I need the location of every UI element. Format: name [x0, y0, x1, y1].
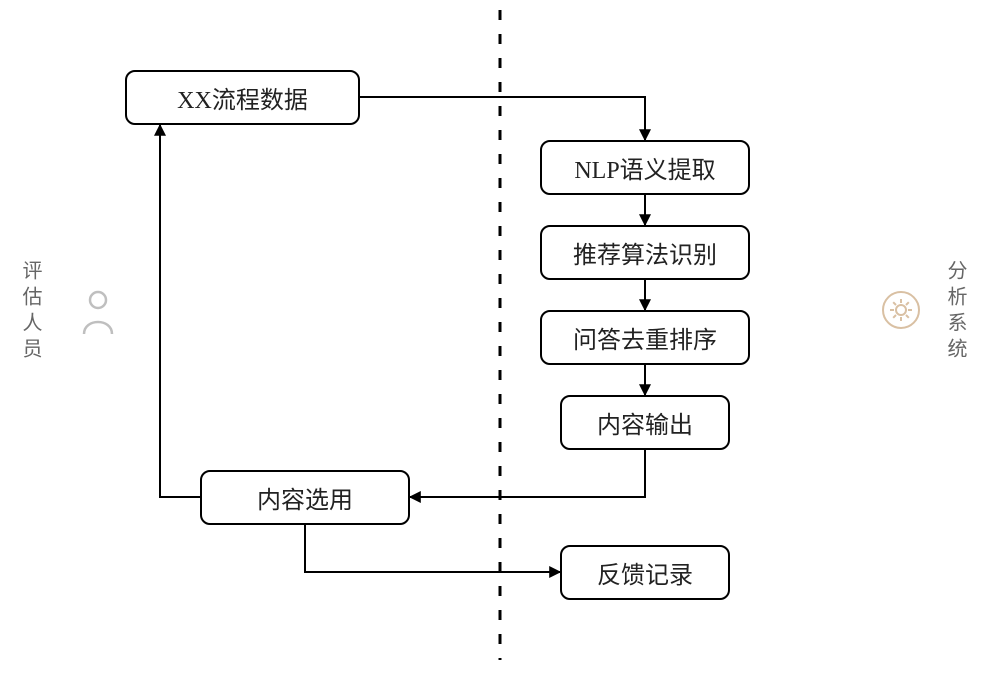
node-rec: 推荐算法识别	[540, 225, 750, 280]
node-label: XX流程数据	[177, 80, 308, 115]
left-swimlane-label: 评估人员	[20, 260, 40, 364]
node-label: NLP语义提取	[574, 150, 715, 185]
node-label: 推荐算法识别	[573, 235, 717, 270]
right-swimlane-label: 分析系统	[945, 260, 965, 364]
node-select: 内容选用	[200, 470, 410, 525]
diagram-canvas: { "type": "flowchart", "background_color…	[0, 0, 1000, 681]
node-start: XX流程数据	[125, 70, 360, 125]
gear-icon	[880, 289, 922, 336]
node-label: 内容输出	[597, 405, 693, 440]
node-output: 内容输出	[560, 395, 730, 450]
person-icon	[78, 288, 118, 341]
node-feedback: 反馈记录	[560, 545, 730, 600]
node-label: 内容选用	[257, 480, 353, 515]
node-dedup: 问答去重排序	[540, 310, 750, 365]
node-label: 反馈记录	[597, 555, 693, 590]
node-label: 问答去重排序	[573, 320, 717, 355]
node-nlp: NLP语义提取	[540, 140, 750, 195]
